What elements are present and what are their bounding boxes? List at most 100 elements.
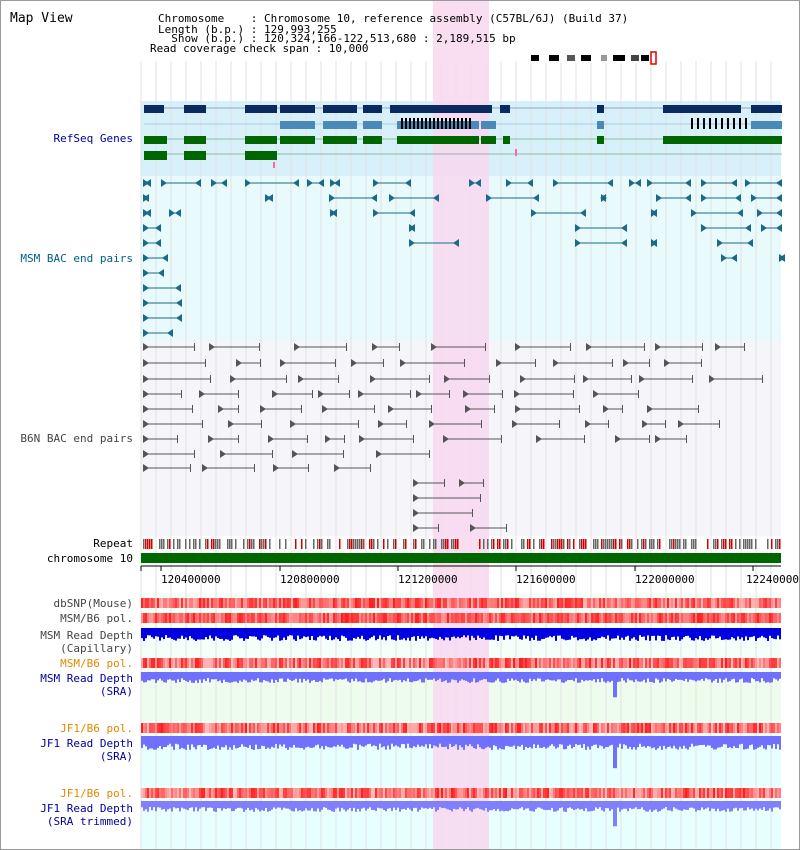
- msm-pol-sra-heat-cell: [293, 658, 295, 668]
- msm-pol-sra-heat-cell: [385, 658, 387, 668]
- msm-depth-capillary-bar: [653, 628, 655, 636]
- jf1-depth-sra-bar: [481, 736, 483, 749]
- track-label-refseq[interactable]: RefSeq Genes: [53, 132, 133, 145]
- dbsnp-heat-cell: [567, 598, 569, 608]
- jf1-depth-trimmed-bar: [573, 801, 575, 811]
- b6n-bac-end-tick: [429, 375, 430, 383]
- msm-depth-sra-bar: [673, 672, 675, 681]
- jf1-depth-sra-bar: [569, 736, 571, 745]
- jf1-depth-trimmed-bar: [633, 801, 635, 809]
- jf1-pol-heat-cell: [401, 723, 403, 733]
- msm-pol-sra-heat-cell: [613, 658, 615, 668]
- track-label-msm-b6-pol-2[interactable]: MSM/B6 pol.: [60, 657, 133, 670]
- jf1-pol-trim-heat-cell: [575, 788, 577, 798]
- repeat-feature: [641, 539, 643, 549]
- jf1-depth-sra-bar: [263, 736, 265, 747]
- jf1-depth-trimmed-bar: [543, 801, 545, 810]
- jf1-depth-sra-bar: [157, 736, 159, 748]
- jf1-pol-trim-heat-cell: [237, 788, 239, 798]
- refseq-gene-exon: [503, 136, 510, 144]
- msm-depth-sra-bar: [235, 672, 237, 682]
- b6n-bac-end-marker: [413, 494, 419, 502]
- jf1-depth-sra-bar: [283, 736, 285, 745]
- msm-depth-capillary-bar: [517, 628, 519, 637]
- jf1-depth-sra-bar: [661, 736, 663, 750]
- msm-depth-sra-bar: [671, 672, 673, 682]
- repeat-feature: [383, 539, 385, 549]
- refseq-gene-exon: [245, 151, 277, 160]
- jf1-depth-sra-bar: [367, 736, 369, 745]
- msm-depth-capillary-bar: [221, 628, 223, 639]
- msm-depth-capillary-bar: [713, 628, 715, 636]
- track-label-msm-depth-capillary[interactable]: MSM Read Depth: [40, 629, 133, 642]
- msm-pol-heat-cell: [671, 613, 673, 623]
- repeat-feature: [651, 539, 653, 549]
- msm-pol-heat-cell: [603, 613, 605, 623]
- msm-pol-sra-heat-cell: [469, 658, 471, 668]
- track-label-dbsnp[interactable]: dbSNP(Mouse): [53, 597, 133, 610]
- msm-pol-sra-heat-cell: [647, 658, 649, 668]
- msm-depth-capillary-bar: [613, 628, 615, 639]
- jf1-pol-heat-cell: [485, 723, 487, 733]
- track-label-msm-depth-sra[interactable]: MSM Read Depth: [40, 672, 133, 685]
- jf1-pol-trim-heat-cell: [143, 788, 145, 798]
- jf1-depth-trimmed-bar: [491, 801, 493, 811]
- jf1-depth-trimmed-bar: [399, 801, 401, 812]
- jf1-pol-trim-heat-cell: [283, 788, 285, 798]
- dbsnp-heat-cell: [671, 598, 673, 608]
- msm-depth-sra-bar: [413, 672, 415, 682]
- track-label-msm-bac[interactable]: MSM BAC end pairs: [20, 252, 133, 265]
- msm-pol-heat-cell: [403, 613, 405, 623]
- jf1-pol-trim-heat-cell: [395, 788, 397, 798]
- msm-depth-sra-bar: [189, 672, 191, 681]
- jf1-pol-heat-cell: [647, 723, 649, 733]
- track-label-b6n-bac[interactable]: B6N BAC end pairs: [20, 432, 133, 445]
- dbsnp-heat-cell: [721, 598, 723, 608]
- b6n-bac-end-marker: [143, 420, 149, 428]
- jf1-depth-sra-bar: [545, 736, 547, 749]
- b6n-bac-end-marker: [143, 390, 149, 398]
- jf1-depth-trimmed-bar: [683, 801, 685, 810]
- dbsnp-heat-cell: [703, 598, 705, 608]
- track-label-jf1-depth-sra[interactable]: JF1 Read Depth: [40, 737, 133, 750]
- jf1-depth-trimmed-bar: [169, 801, 171, 809]
- jf1-pol-heat-cell: [269, 723, 271, 733]
- track-label-chromosome[interactable]: chromosome 10: [46, 552, 133, 565]
- msm-pol-sra-heat-cell: [223, 658, 225, 668]
- track-label-jf1-b6-pol-2[interactable]: JF1/B6 pol.: [60, 787, 133, 800]
- jf1-pol-trim-heat-cell: [491, 788, 493, 798]
- jf1-pol-heat-cell: [671, 723, 673, 733]
- dbsnp-heat-cell: [227, 598, 229, 608]
- msm-pol-sra-heat-cell: [313, 658, 315, 668]
- track-label-msm-b6-pol-1[interactable]: MSM/B6 pol.: [60, 612, 133, 625]
- repeat-feature: [319, 539, 321, 549]
- dbsnp-heat-cell: [497, 598, 499, 608]
- jf1-depth-trimmed-bar: [717, 801, 719, 809]
- track-label-jf1-depth-trimmed[interactable]: JF1 Read Depth: [40, 802, 133, 815]
- refseq-gene-exon: [363, 136, 382, 144]
- msm-depth-sra-bar: [555, 672, 557, 682]
- dbsnp-heat-cell: [413, 598, 415, 608]
- msm-pol-sra-heat-cell: [391, 658, 393, 668]
- msm-pol-heat-cell: [431, 613, 433, 623]
- jf1-pol-heat-cell: [759, 723, 761, 733]
- jf1-pol-trim-heat-cell: [651, 788, 653, 798]
- repeat-feature: [543, 539, 545, 549]
- msm-depth-sra-bar: [463, 672, 465, 681]
- jf1-depth-trimmed-bar: [281, 801, 283, 810]
- msm-pol-sra-heat-cell: [565, 658, 567, 668]
- repeat-feature: [405, 539, 407, 549]
- jf1-depth-sra-bar: [583, 736, 585, 745]
- msm-bac-end-marker: [685, 179, 691, 187]
- msm-pol-heat-cell: [365, 613, 367, 623]
- msm-depth-capillary-bar: [551, 628, 553, 638]
- msm-pol-heat-cell: [539, 613, 541, 623]
- msm-bac-end-marker: [175, 209, 181, 217]
- track-label-repeat[interactable]: Repeat: [93, 537, 133, 550]
- track-label-jf1-b6-pol-1[interactable]: JF1/B6 pol.: [60, 722, 133, 735]
- msm-depth-capillary-bar: [469, 628, 471, 641]
- jf1-depth-sra-bar: [543, 736, 545, 747]
- msm-pol-heat-cell: [315, 613, 317, 623]
- dbsnp-heat-cell: [687, 598, 689, 608]
